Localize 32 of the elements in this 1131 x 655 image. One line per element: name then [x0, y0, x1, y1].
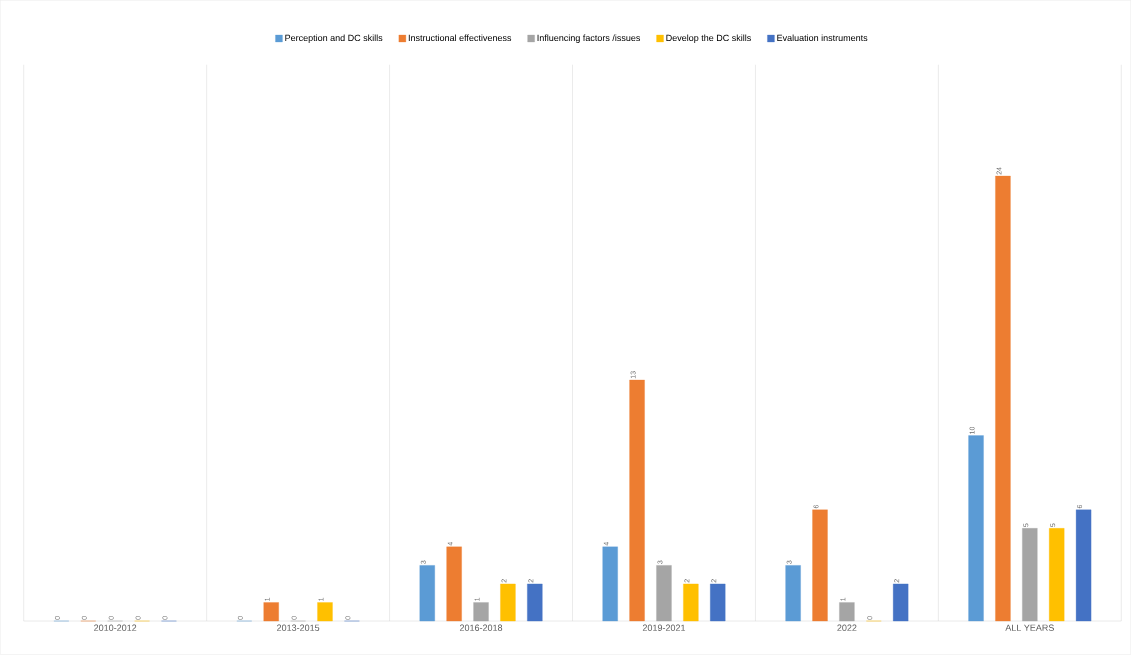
- bar: [473, 602, 489, 622]
- bar: [419, 565, 435, 622]
- bar: [785, 565, 801, 622]
- legend-label: Perception and DC skills: [285, 34, 383, 44]
- bar: [1022, 528, 1038, 622]
- bar: [263, 602, 279, 622]
- x-tick-label: 2013-2015: [277, 624, 320, 632]
- bar: [812, 509, 828, 622]
- bar: [710, 583, 726, 622]
- legend-label: Evaluation instruments: [777, 34, 868, 42]
- bar: [317, 602, 333, 622]
- bar: [683, 583, 699, 622]
- legend-label: Instructional effectiveness: [408, 34, 512, 42]
- bar: [893, 583, 909, 622]
- bar: [995, 175, 1011, 622]
- x-tick-label: 2022: [837, 624, 857, 632]
- bar: [968, 435, 984, 622]
- bar: [500, 583, 516, 622]
- bar: [629, 379, 645, 622]
- x-tick-label: 2010-2012: [94, 624, 137, 632]
- bar: [839, 602, 855, 622]
- legend-label: Develop the DC skills: [666, 34, 751, 44]
- bar: [1049, 528, 1065, 622]
- bar: [1075, 509, 1092, 622]
- bar: [446, 546, 462, 622]
- x-tick-label: 2019-2021: [642, 624, 686, 632]
- bar: [527, 583, 543, 622]
- bar: [656, 565, 672, 622]
- x-tick-label: 2016-2018: [459, 624, 503, 632]
- x-tick-label: ALL YEARS: [1005, 624, 1054, 632]
- legend-label: Influencing factors /issues: [537, 34, 641, 44]
- bar: [602, 546, 618, 622]
